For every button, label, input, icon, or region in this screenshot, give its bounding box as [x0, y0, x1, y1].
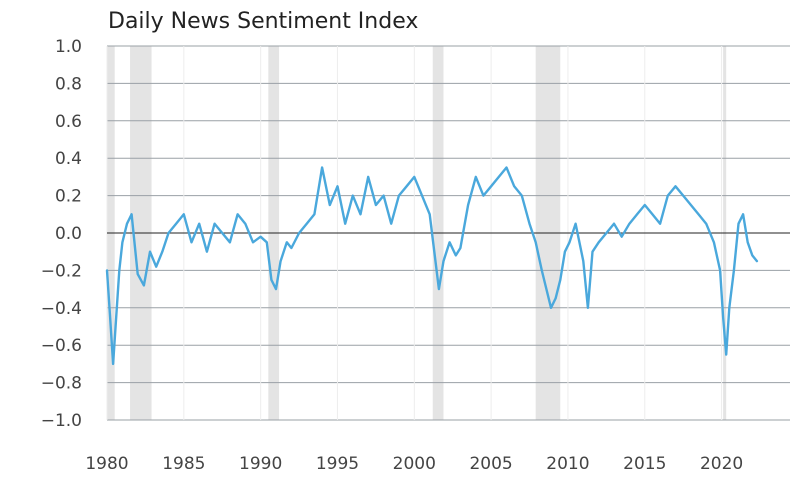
y-tick-label: 0.2	[55, 187, 82, 207]
chart-title: Daily News Sentiment Index	[108, 9, 419, 34]
y-tick-label: −0.8	[41, 374, 82, 394]
x-tick-label: 1985	[162, 454, 205, 474]
x-tick-label: 2000	[393, 454, 436, 474]
x-tick-label: 2015	[623, 454, 666, 474]
sentiment-series-line	[105, 166, 759, 366]
y-tick-label: 1.0	[55, 37, 82, 57]
y-tick-label: 0.8	[55, 74, 82, 94]
horizontal-gridlines	[107, 45, 790, 421]
x-tick-label: 1980	[85, 454, 128, 474]
x-tick-label: 2010	[546, 454, 589, 474]
x-tick-label: 2005	[469, 454, 512, 474]
y-tick-label: 0.4	[55, 149, 82, 169]
y-tick-label: −0.2	[41, 261, 82, 281]
y-tick-label: −0.4	[41, 299, 82, 319]
y-tick-label: 0.6	[55, 112, 82, 132]
y-axis-tick-labels: 1.0 0.8 0.6 0.4 0.2 0.0 −0.2 −0.4 −0.6 −0.8 −1.0	[41, 37, 82, 431]
x-tick-label: 1995	[316, 454, 359, 474]
series-group	[105, 166, 759, 366]
x-tick-label: 1990	[239, 454, 282, 474]
x-tick-label: 2020	[700, 454, 743, 474]
y-tick-label: −0.6	[41, 336, 82, 356]
y-tick-label: −1.0	[41, 411, 82, 431]
x-axis-tick-labels: 1980 1985 1990 1995 2000 2005 2010 2015 2020	[85, 454, 743, 474]
y-tick-label: 0.0	[55, 224, 82, 244]
